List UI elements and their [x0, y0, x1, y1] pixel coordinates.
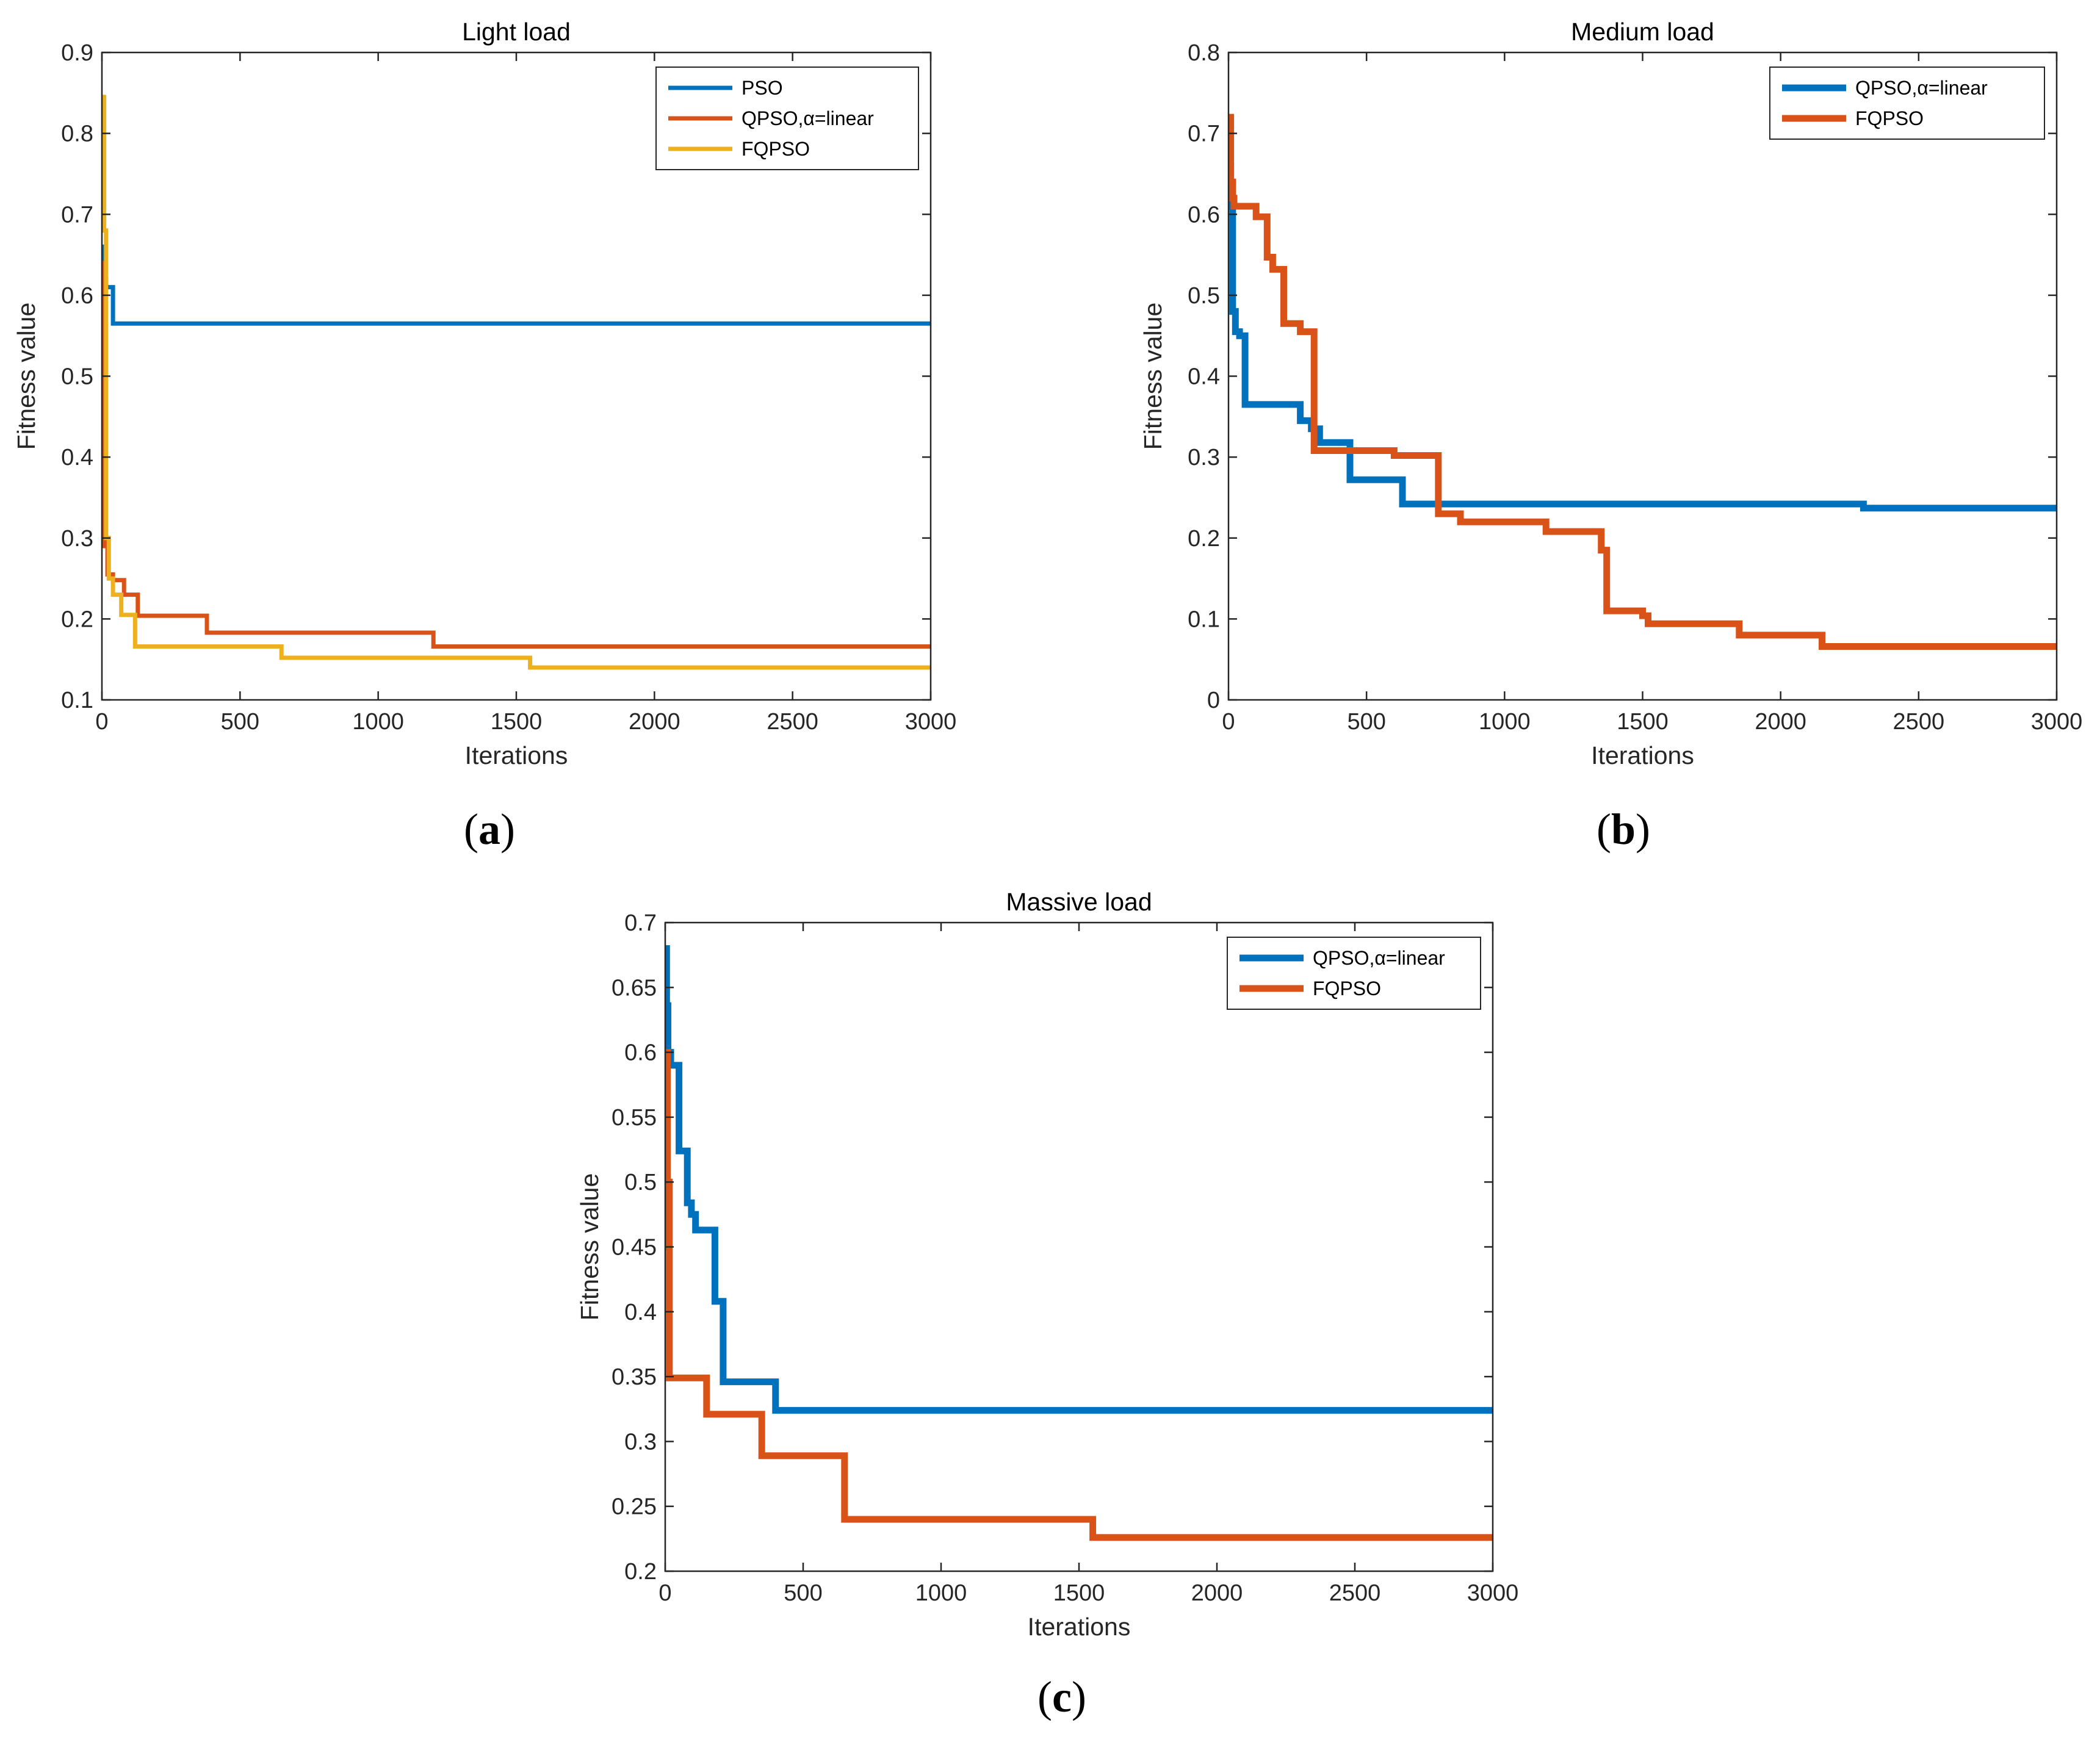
y-tick-label: 0.2 — [1188, 526, 1220, 552]
x-tick-label: 2000 — [629, 709, 680, 735]
y-tick-label: 0.3 — [61, 526, 93, 552]
plot-area — [665, 923, 1493, 1571]
y-tick-label: 0.6 — [61, 283, 93, 309]
x-tick-label: 2500 — [1893, 709, 1945, 735]
legend-label: FQPSO — [1855, 107, 1924, 129]
legend-box — [1227, 937, 1481, 1010]
y-axis-label: Fitness value — [12, 303, 40, 450]
y-tick-label: 0.4 — [1188, 364, 1220, 390]
x-tick-label: 500 — [784, 1580, 822, 1606]
x-axis-label: Iterations — [1028, 1613, 1131, 1641]
chart-title: Medium load — [1571, 18, 1714, 46]
x-tick-label: 1000 — [352, 709, 404, 735]
x-tick-label: 0 — [659, 1580, 671, 1606]
y-tick-label: 0.5 — [61, 364, 93, 390]
y-tick-label: 0.3 — [1188, 445, 1220, 470]
y-tick-label: 0.65 — [612, 975, 657, 1001]
x-tick-label: 500 — [221, 709, 259, 735]
chart-title: Massive load — [1006, 888, 1152, 916]
y-tick-label: 0.7 — [1188, 121, 1220, 147]
x-axis-label: Iterations — [465, 741, 568, 769]
y-tick-label: 0.1 — [1188, 607, 1220, 632]
legend-label: FQPSO — [741, 138, 810, 160]
y-tick-label: 0.5 — [1188, 283, 1220, 309]
panel-caption-a: (a) — [464, 805, 515, 854]
y-tick-label: 0.6 — [1188, 202, 1220, 228]
chart-3: 0 500 1000 1500 2000 2500 3000 0.2 0.25 0.3 0.35 0.… — [576, 888, 1518, 1641]
y-tick-label: 0.8 — [1188, 40, 1220, 66]
y-tick-label: 0.4 — [624, 1300, 657, 1325]
series-line-fqpso — [1229, 113, 2057, 650]
y-tick-label: 0.45 — [612, 1235, 657, 1261]
legend-label: PSO — [741, 77, 783, 99]
x-tick-label: 2500 — [767, 709, 818, 735]
x-tick-label: 2000 — [1191, 1580, 1243, 1606]
chart-1: 0 500 1000 1500 2000 2500 3000 0.1 0.2 0.3 0.4 0.5 0… — [12, 18, 956, 769]
series-line-qpso-linear — [665, 945, 1493, 1414]
y-tick-label: 0.5 — [624, 1170, 657, 1195]
legend: QPSO,α=linear FQPSO — [1769, 67, 2045, 140]
y-tick-label: 0.4 — [61, 445, 93, 470]
y-tick-label: 0.2 — [624, 1559, 657, 1585]
y-axis-label: Fitness value — [1139, 303, 1167, 450]
x-tick-label: 500 — [1347, 709, 1385, 735]
y-tick-label: 0.35 — [612, 1364, 657, 1390]
chart-title: Light load — [462, 18, 571, 46]
x-tick-label: 0 — [95, 709, 108, 735]
x-tick-label: 3000 — [905, 709, 957, 735]
y-tick-label: 0.1 — [61, 688, 93, 713]
x-tick-label: 0 — [1222, 709, 1235, 735]
x-tick-label: 2500 — [1329, 1580, 1381, 1606]
x-tick-label: 1000 — [1479, 709, 1531, 735]
series-line-qpso-linear — [1229, 162, 2057, 512]
x-tick-label: 1500 — [1617, 709, 1669, 735]
x-tick-label: 2000 — [1755, 709, 1806, 735]
series-line-fqpso — [102, 95, 931, 670]
y-tick-label: 0.25 — [612, 1494, 657, 1520]
y-tick-label: 0.8 — [61, 121, 93, 147]
x-tick-label: 3000 — [1467, 1580, 1519, 1606]
y-axis-label: Fitness value — [576, 1173, 604, 1321]
x-tick-label: 1500 — [1053, 1580, 1105, 1606]
legend-box — [1769, 67, 2045, 140]
panel-caption-b: (b) — [1596, 805, 1650, 854]
y-tick-label: 0.3 — [624, 1429, 657, 1455]
y-tick-label: 0.6 — [624, 1040, 657, 1066]
x-tick-label: 1500 — [491, 709, 543, 735]
y-tick-label: 0.55 — [612, 1105, 657, 1131]
legend-label: QPSO,α=linear — [741, 107, 874, 129]
x-tick-label: 3000 — [2031, 709, 2083, 735]
plot-area — [1229, 52, 2057, 700]
panel-caption-c: (c) — [1037, 1672, 1086, 1721]
legend-label: QPSO,α=linear — [1855, 77, 1988, 99]
legend: PSO QPSO,α=linear FQPSO — [655, 67, 919, 170]
chart-2: 0 500 1000 1500 2000 2500 3000 0 0.1 0.2 0.3 0.4 0.5… — [1139, 18, 2082, 769]
y-tick-label: 0.7 — [624, 910, 657, 936]
x-tick-label: 1000 — [915, 1580, 967, 1606]
y-tick-label: 0.7 — [61, 202, 93, 228]
y-tick-label: 0 — [1207, 688, 1220, 713]
legend: QPSO,α=linear FQPSO — [1227, 937, 1481, 1010]
y-tick-label: 0.9 — [61, 40, 93, 66]
legend-label: QPSO,α=linear — [1313, 947, 1445, 969]
y-tick-label: 0.2 — [61, 607, 93, 632]
x-axis-label: Iterations — [1591, 741, 1694, 769]
legend-label: FQPSO — [1313, 978, 1381, 999]
